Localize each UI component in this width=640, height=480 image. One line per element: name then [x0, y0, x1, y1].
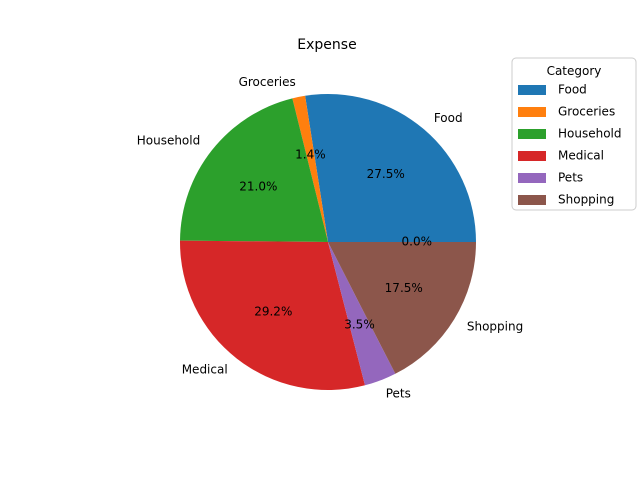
pie-slice-food — [305, 94, 476, 242]
legend-label-food: Food — [558, 83, 587, 97]
slice-label-shopping: Shopping — [467, 319, 523, 333]
legend-label-shopping: Shopping — [558, 193, 614, 207]
slice-label-medical: Medical — [182, 363, 228, 377]
legend-swatch-food — [518, 85, 546, 95]
slice-label-groceries: Groceries — [239, 75, 296, 89]
legend-label-groceries: Groceries — [558, 105, 615, 119]
legend-items: Food Groceries Household Medical Pets Shoppin… — [518, 83, 622, 207]
slice-label-household: Household — [137, 134, 201, 148]
slice-label-food: Food — [434, 111, 463, 125]
legend-label-household: Household — [558, 127, 622, 141]
chart-title: Expense — [297, 37, 356, 53]
percent-label-pets: 3.5% — [344, 318, 375, 332]
legend-title: Category — [547, 64, 602, 78]
legend-swatch-shopping — [518, 195, 546, 205]
pie-slice-pets — [328, 242, 396, 386]
pie-slice-groceries — [292, 95, 328, 242]
pie-slice-shopping — [328, 242, 476, 374]
pie-labels: Food 27.5% Groceries 1.4% Household 21.0% Medi… — [137, 75, 523, 401]
pie-slices — [180, 94, 476, 391]
percent-label-slice-6: 0.0% — [402, 235, 433, 249]
legend: Category Food Groceries Household Medical Pe… — [511, 57, 637, 211]
pie-slice-household — [180, 98, 328, 242]
percent-label-shopping: 17.5% — [385, 281, 423, 295]
legend-frame — [511, 57, 637, 211]
legend-label-pets: Pets — [558, 171, 583, 185]
legend-label-medical: Medical — [558, 149, 604, 163]
legend-swatch-pets — [518, 173, 546, 183]
legend-swatch-medical — [518, 151, 546, 161]
percent-label-medical: 29.2% — [254, 304, 292, 318]
slice-label-pets: Pets — [386, 387, 411, 401]
legend-swatch-groceries — [518, 107, 546, 117]
percent-label-food: 27.5% — [367, 167, 405, 181]
legend-swatch-household — [518, 129, 546, 139]
percent-label-groceries: 1.4% — [295, 147, 326, 161]
percent-label-household: 21.0% — [239, 179, 277, 193]
pie-slice-medical — [180, 240, 365, 391]
